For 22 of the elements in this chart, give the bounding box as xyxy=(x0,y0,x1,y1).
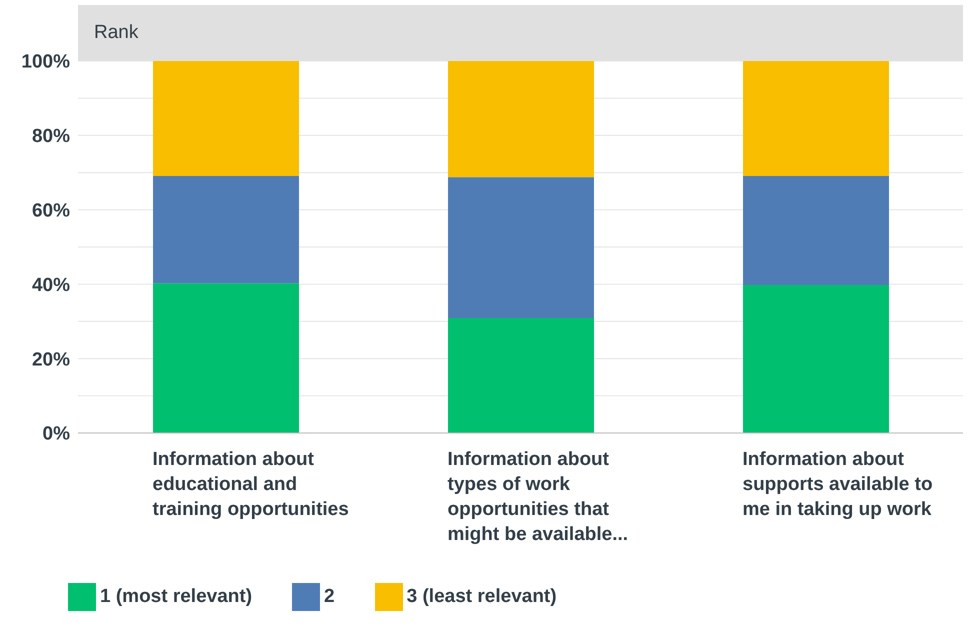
bar xyxy=(743,61,889,176)
x-tick-label: Information about supports available to me in taking up work xyxy=(742,449,933,520)
x-tick-label: Information about educational and training opportunities xyxy=(152,449,349,520)
legend-label: 1 (most relevant) xyxy=(100,586,252,608)
y-tick-label: 20% xyxy=(32,349,70,370)
bar xyxy=(743,176,889,285)
bar xyxy=(448,61,594,178)
bar xyxy=(448,318,594,433)
y-tick-label: 60% xyxy=(32,200,70,222)
bar xyxy=(153,283,299,433)
y-tick-label: 0% xyxy=(42,424,70,445)
y-tick-label: 40% xyxy=(32,274,70,296)
bar xyxy=(448,177,594,318)
legend-label: 2 xyxy=(324,586,335,608)
legend-label: 3 (least relevant) xyxy=(406,586,557,608)
y-tick-label: 100% xyxy=(21,52,70,73)
chart-title: Rank xyxy=(78,5,963,61)
bar xyxy=(153,176,299,284)
bar xyxy=(743,284,889,433)
y-tick-label: 80% xyxy=(32,126,70,148)
x-tick-label: Information about types of work opportunities that might be available... xyxy=(448,449,628,545)
bar xyxy=(153,61,299,176)
